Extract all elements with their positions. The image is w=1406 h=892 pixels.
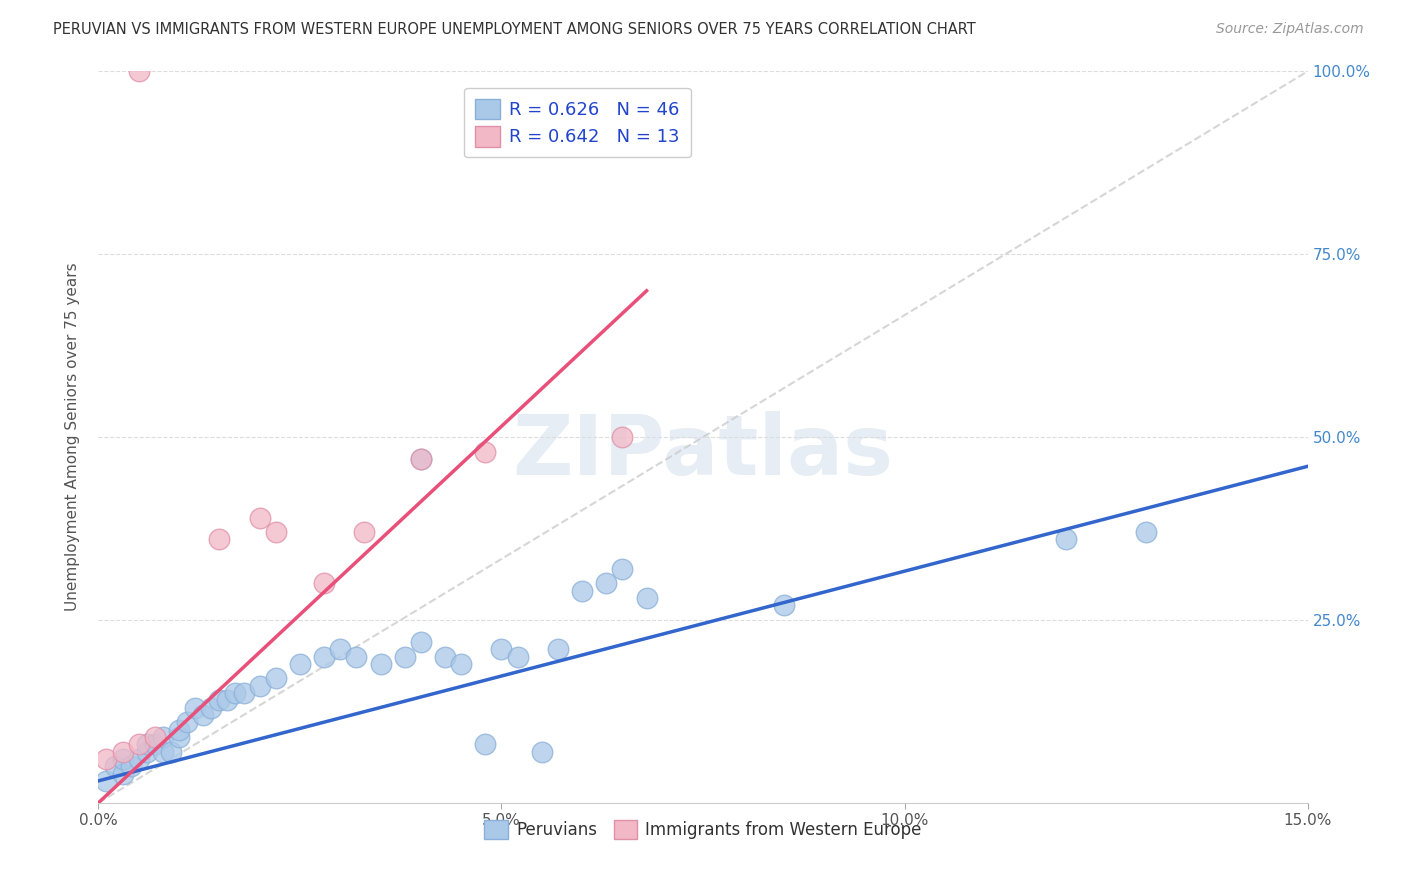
Point	[370, 657, 392, 671]
Point	[329, 642, 352, 657]
Point	[128, 737, 150, 751]
Point	[772, 599, 794, 613]
Y-axis label: Unemployment Among Seniors over 75 years: Unemployment Among Seniors over 75 years	[65, 263, 80, 611]
Point	[143, 730, 166, 744]
Point	[264, 672, 287, 686]
Point	[103, 759, 125, 773]
Point	[184, 700, 207, 714]
Point	[135, 745, 157, 759]
Point	[120, 759, 142, 773]
Point	[232, 686, 254, 700]
Point	[135, 737, 157, 751]
Point	[128, 752, 150, 766]
Point	[612, 562, 634, 576]
Point	[176, 715, 198, 730]
Point	[434, 649, 457, 664]
Point	[111, 745, 134, 759]
Point	[571, 583, 593, 598]
Text: ZIPatlas: ZIPatlas	[513, 411, 893, 492]
Point	[167, 723, 190, 737]
Point	[217, 693, 239, 707]
Point	[450, 657, 472, 671]
Point	[409, 452, 432, 467]
Point	[506, 649, 529, 664]
Point	[636, 591, 658, 605]
Point	[208, 533, 231, 547]
Point	[595, 576, 617, 591]
Point	[409, 452, 432, 467]
Point	[152, 730, 174, 744]
Point	[193, 708, 215, 723]
Point	[167, 730, 190, 744]
Point	[314, 576, 336, 591]
Legend: Peruvians, Immigrants from Western Europe: Peruvians, Immigrants from Western Europ…	[478, 814, 928, 846]
Point	[530, 745, 553, 759]
Point	[96, 752, 118, 766]
Point	[1054, 533, 1077, 547]
Point	[96, 773, 118, 788]
Point	[409, 635, 432, 649]
Point	[128, 64, 150, 78]
Point	[314, 649, 336, 664]
Point	[200, 700, 222, 714]
Point	[143, 737, 166, 751]
Text: PERUVIAN VS IMMIGRANTS FROM WESTERN EUROPE UNEMPLOYMENT AMONG SENIORS OVER 75 YE: PERUVIAN VS IMMIGRANTS FROM WESTERN EURO…	[53, 22, 976, 37]
Point	[491, 642, 513, 657]
Point	[111, 752, 134, 766]
Point	[208, 693, 231, 707]
Point	[474, 444, 496, 458]
Point	[612, 430, 634, 444]
Point	[1135, 525, 1157, 540]
Point	[160, 745, 183, 759]
Point	[344, 649, 367, 664]
Point	[353, 525, 375, 540]
Point	[152, 745, 174, 759]
Point	[249, 679, 271, 693]
Point	[224, 686, 246, 700]
Point	[394, 649, 416, 664]
Point	[474, 737, 496, 751]
Point	[249, 510, 271, 524]
Point	[547, 642, 569, 657]
Point	[288, 657, 311, 671]
Point	[264, 525, 287, 540]
Text: Source: ZipAtlas.com: Source: ZipAtlas.com	[1216, 22, 1364, 37]
Point	[111, 766, 134, 780]
